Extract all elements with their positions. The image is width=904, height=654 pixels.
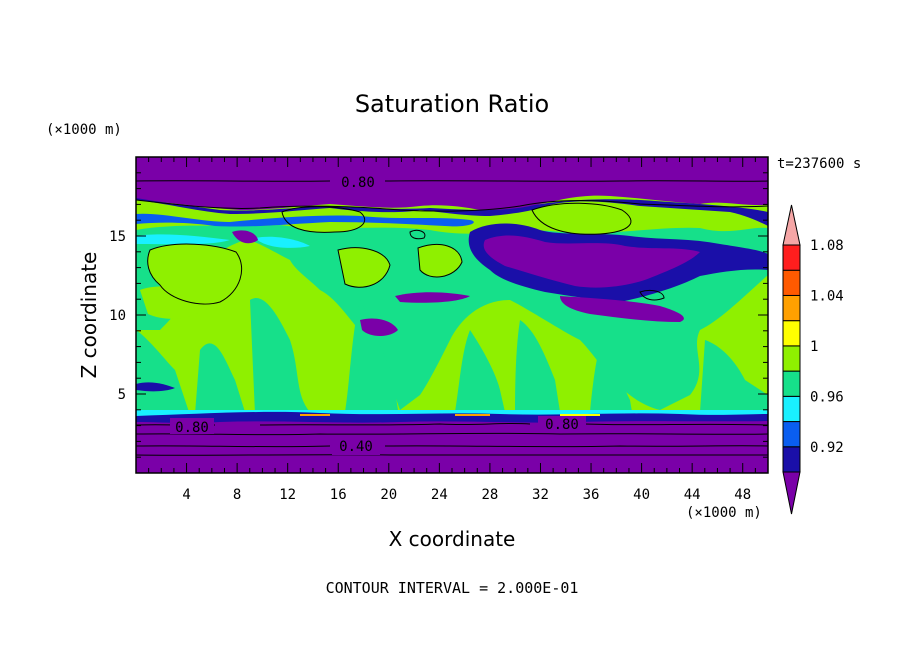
- colorbar-swatch: [782, 244, 801, 271]
- colorbar-extend-high: [782, 204, 801, 246]
- x-tick-label: 8: [233, 487, 241, 503]
- colorbar-label: 1.04: [810, 288, 844, 304]
- colorbar-swatch: [782, 446, 801, 473]
- x-tick-label: 36: [583, 487, 600, 503]
- y-tick-label: 15: [109, 229, 126, 245]
- contour-label-group: 0.80 0.80 0.80 0.40: [170, 172, 586, 455]
- x-axis-label: X coordinate: [389, 527, 516, 551]
- x-unit-label: (×1000 m): [686, 505, 762, 521]
- x-tick-label: 4: [182, 487, 190, 503]
- colorbar-label: 1: [810, 339, 818, 355]
- y-tick-label: 10: [109, 308, 126, 324]
- colorbar-swatch: [782, 294, 801, 322]
- x-tick-label: 32: [532, 487, 549, 503]
- contour-interval-footer: CONTOUR INTERVAL = 2.000E-01: [326, 579, 579, 597]
- contour-label: 0.80: [545, 417, 579, 433]
- colorbar: 0.92 0.96 1 1.04 1.08: [782, 204, 844, 515]
- contour-label: 0.80: [341, 175, 375, 191]
- colorbar-swatch: [782, 345, 801, 372]
- colorbar-extend-low: [782, 471, 801, 515]
- colorbar-swatch: [782, 269, 801, 296]
- x-tick-label: 40: [633, 487, 650, 503]
- x-tick-label: 12: [279, 487, 296, 503]
- colorbar-swatch: [782, 320, 801, 347]
- y-axis-label: Z coordinate: [77, 252, 101, 379]
- y-axis: 5 10 15: [109, 172, 768, 458]
- y-unit-label: (×1000 m): [46, 122, 122, 138]
- colorbar-swatch: [782, 395, 801, 423]
- x-tick-label: 44: [684, 487, 701, 503]
- colorbar-swatch: [782, 421, 801, 448]
- colorbar-label: 0.96: [810, 389, 844, 405]
- x-tick-label: 20: [380, 487, 397, 503]
- chart-title: Saturation Ratio: [355, 90, 549, 118]
- x-tick-label: 24: [431, 487, 448, 503]
- x-tick-label: 28: [481, 487, 498, 503]
- x-axis: 4 8 12 16 20 24 28 32 36 40 44 48: [148, 157, 756, 503]
- colorbar-label: 1.08: [810, 238, 844, 254]
- saturation-field: 0.80 0.80 0.80 0.40: [136, 157, 768, 473]
- time-label: t=237600 s: [777, 156, 861, 172]
- contour-label: 0.80: [175, 420, 209, 436]
- x-tick-label: 48: [734, 487, 751, 503]
- y-tick-label: 5: [118, 387, 126, 403]
- colorbar-label: 0.92: [810, 440, 844, 456]
- x-tick-label: 16: [330, 487, 347, 503]
- colorbar-swatch: [782, 370, 801, 397]
- contour-label: 0.40: [339, 439, 373, 455]
